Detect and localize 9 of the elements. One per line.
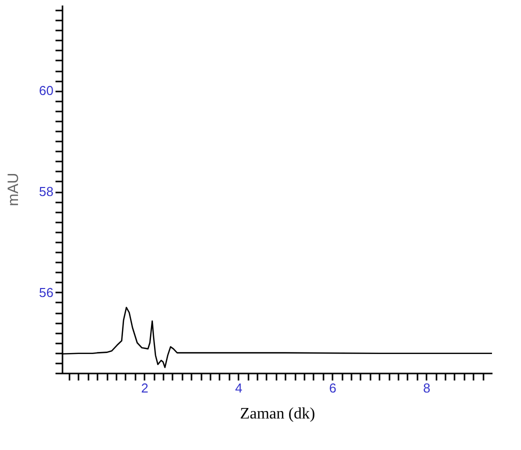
x-tick-label: 4 [235, 380, 242, 396]
x-tick-label: 6 [329, 380, 336, 396]
x-tick-label: 8 [423, 380, 430, 396]
y-axis-title: mAU [5, 172, 22, 206]
y-tick-label: 56 [39, 284, 54, 300]
x-axis-title: Zaman (dk) [240, 406, 316, 422]
y-tick-label: 60 [39, 83, 54, 98]
y-tick-label: 58 [39, 184, 54, 200]
x-tick-label: 2 [141, 380, 148, 396]
